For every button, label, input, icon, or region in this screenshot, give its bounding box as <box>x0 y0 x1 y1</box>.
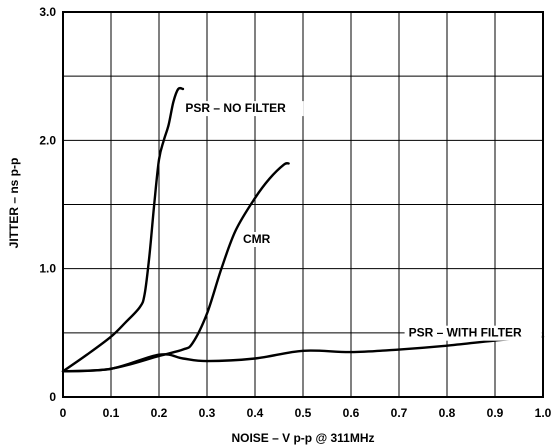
y-tick-label: 0 <box>49 390 56 404</box>
series-label-bg <box>239 232 270 247</box>
series-label-bg <box>181 101 304 117</box>
series-labels: PSR – NO FILTER CMR PSR – WITH FILTER <box>181 101 542 341</box>
plot-frame <box>62 11 544 398</box>
series-line-0 <box>61 86 185 373</box>
x-tick-label: 0.7 <box>391 406 408 420</box>
series-label-bg <box>404 325 542 341</box>
y-tick-labels: 0 1.0 2.0 3.0 <box>39 5 56 404</box>
x-tick-label: 0 <box>60 406 67 420</box>
series-line-1 <box>61 161 290 373</box>
series-label-2: PSR – WITH FILTER <box>409 326 522 340</box>
x-tick-labels: 0 0.1 0.2 0.3 0.4 0.5 0.6 0.7 0.8 0.9 1.0 <box>60 406 552 420</box>
grid <box>63 12 543 397</box>
y-axis-label: JITTER – ns p-p <box>7 158 21 249</box>
y-tick-label: 2.0 <box>39 133 56 147</box>
x-tick-label: 1.0 <box>535 406 552 420</box>
plot-border <box>62 11 544 398</box>
series-line-2 <box>61 335 545 373</box>
x-axis-label: NOISE – V p-p @ 311MHz <box>231 431 374 445</box>
series-label-0: PSR – NO FILTER <box>185 101 286 115</box>
x-tick-label: 0.3 <box>199 406 216 420</box>
x-tick-label: 0.4 <box>247 406 264 420</box>
x-tick-label: 0.9 <box>487 406 504 420</box>
x-tick-label: 0.6 <box>343 406 360 420</box>
series-group <box>61 86 545 373</box>
x-tick-label: 0.8 <box>439 406 456 420</box>
y-tick-label: 1.0 <box>39 262 56 276</box>
x-tick-label: 0.2 <box>151 406 168 420</box>
y-tick-label: 3.0 <box>39 5 56 19</box>
x-tick-label: 0.1 <box>103 406 120 420</box>
x-tick-label: 0.5 <box>295 406 312 420</box>
series-label-1: CMR <box>243 232 271 246</box>
